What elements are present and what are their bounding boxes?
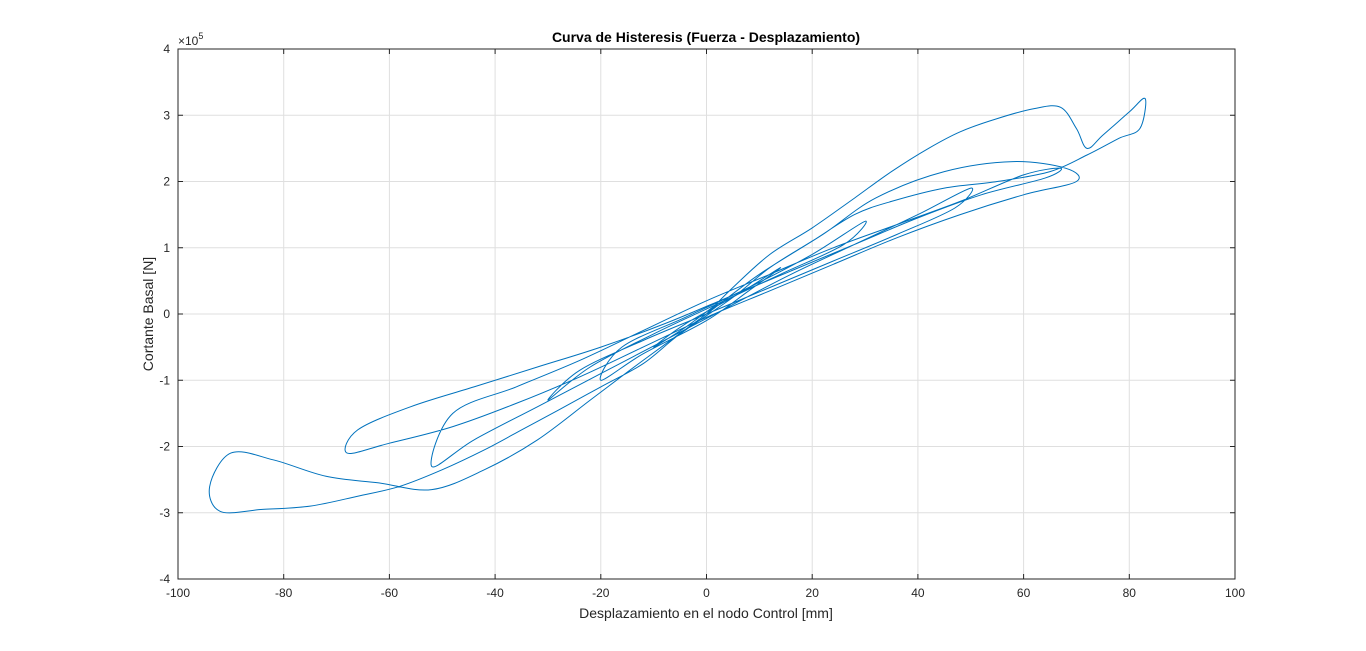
x-tick-label: 20 [806,586,820,600]
x-tick-label: -60 [381,586,399,600]
y-tick-label: -2 [159,440,170,454]
y-tick-label: 3 [163,108,170,122]
x-tick-label: -100 [166,586,190,600]
x-tick-label: 40 [911,586,925,600]
axis-ticks [177,48,1236,580]
y-tick-label: -1 [159,373,170,387]
y-axis-label: Cortante Basal [N] [140,257,156,371]
y-tick-label: -4 [159,572,170,586]
y-tick-label: 1 [163,241,170,255]
x-tick-label: 80 [1123,586,1137,600]
y-exponent-power: 5 [198,31,203,41]
x-tick-label: 60 [1017,586,1031,600]
y-tick-label: -3 [159,506,170,520]
y-tick-label: 4 [163,42,170,56]
y-exponent-base: ×10 [178,34,199,48]
x-tick-label: 0 [703,586,710,600]
y-tick-label: 0 [163,307,170,321]
x-tick-label: 100 [1225,586,1245,600]
chart-title: Curva de Histeresis (Fuerza - Desplazami… [552,29,860,45]
tick-labels: -100 -80 -60 -40 -20 0 20 40 60 80 100 -4 -3 -2 -1 0 1 2 3… [159,42,1245,600]
x-tick-label: -20 [592,586,610,600]
data-series [208,97,1147,514]
x-tick-label: -40 [486,586,504,600]
x-tick-label: -80 [275,586,293,600]
hysteresis-curve [208,97,1147,514]
x-axis-label: Desplazamiento en el nodo Control [mm] [579,605,833,621]
y-tick-label: 2 [163,175,170,189]
y-exponent-label: ×105 [178,31,203,48]
